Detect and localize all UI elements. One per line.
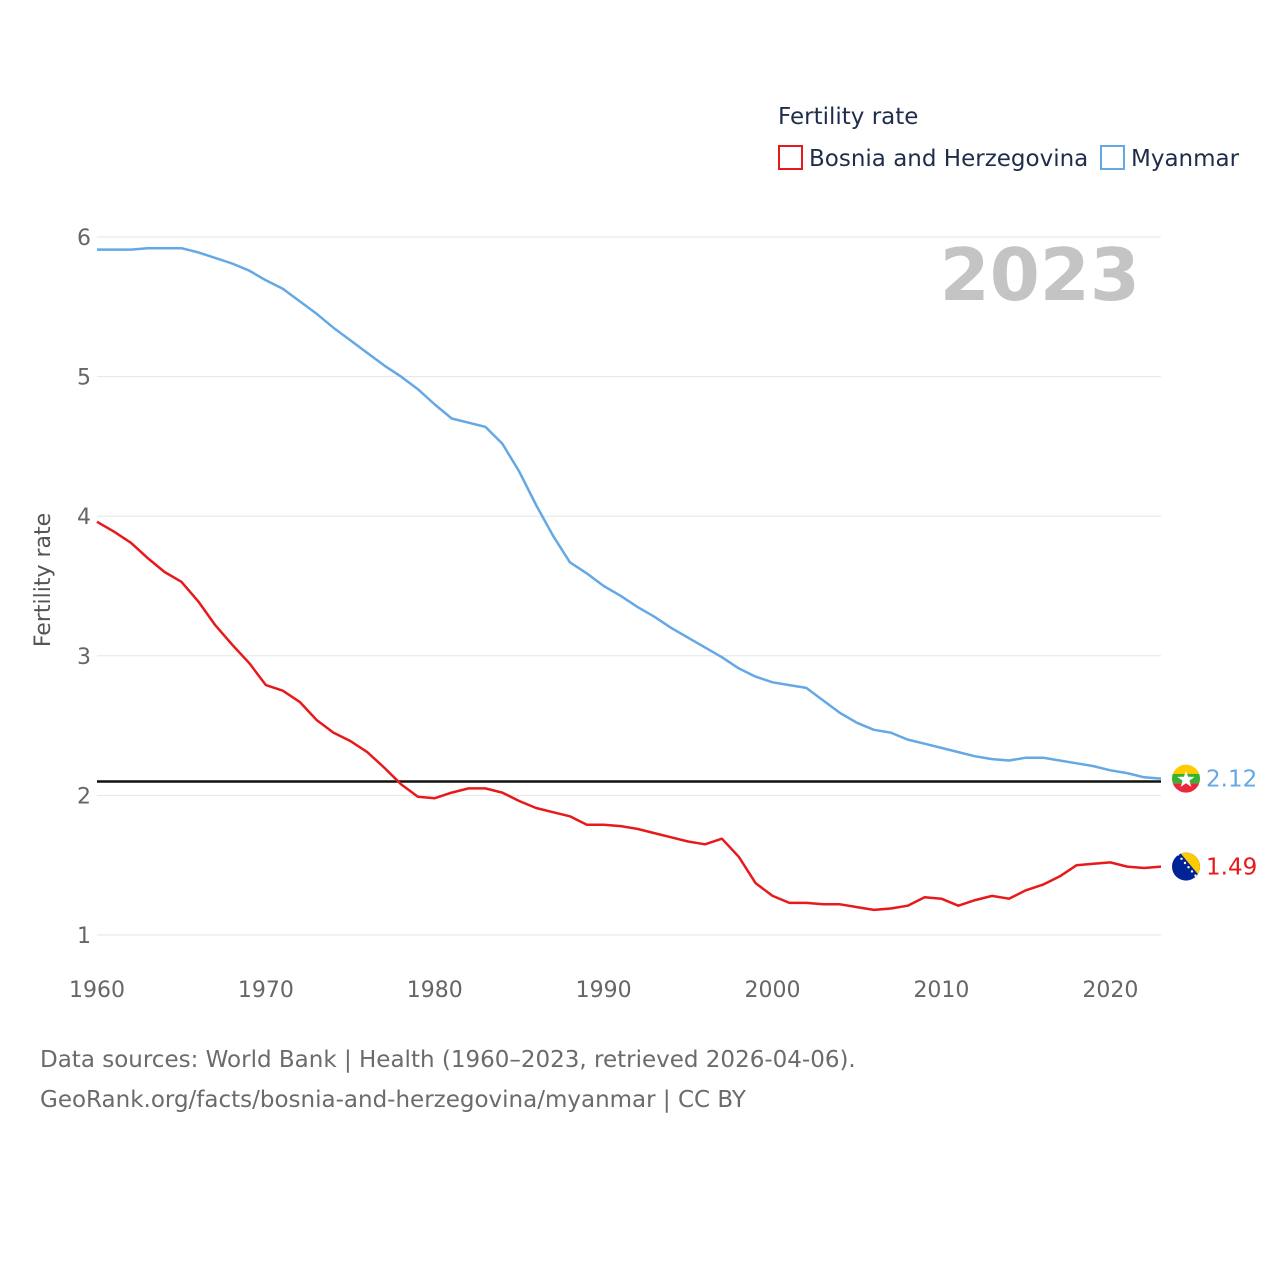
x-tick-label-1990: 1990 bbox=[576, 978, 632, 1003]
x-tick-label-2000: 2000 bbox=[745, 978, 801, 1003]
y-tick-label-3: 3 bbox=[77, 645, 91, 670]
year-badge: 2023 bbox=[940, 233, 1140, 317]
y-tick-label-5: 5 bbox=[77, 366, 91, 391]
flag-star-5 bbox=[1194, 874, 1197, 877]
x-tick-label-1970: 1970 bbox=[238, 978, 294, 1003]
y-tick-label-6: 6 bbox=[77, 226, 91, 251]
flag-star-3 bbox=[1187, 865, 1190, 869]
end-label-myanmar: 2.12 bbox=[1206, 767, 1257, 793]
legend-swatch-bosnia[interactable] bbox=[778, 145, 803, 170]
y-tick-label-1: 1 bbox=[77, 924, 91, 949]
x-tick-label-1960: 1960 bbox=[69, 978, 125, 1003]
y-axis: 1 2 3 4 5 6 bbox=[77, 226, 91, 949]
legend: Fertility rate Bosnia and Herzegovina My… bbox=[778, 104, 1240, 172]
y-axis-title: Fertility rate bbox=[31, 513, 56, 647]
gridlines bbox=[97, 236, 1161, 936]
x-tick-label-2010: 2010 bbox=[913, 978, 969, 1003]
end-markers: 1.49 2.12 bbox=[1172, 764, 1257, 881]
myanmar-flag-icon bbox=[1172, 764, 1200, 793]
series-lines bbox=[96, 246, 1162, 912]
x-axis: 1960 1970 1980 1990 2000 2010 2020 bbox=[69, 978, 1138, 1003]
legend-label-bosnia[interactable]: Bosnia and Herzegovina bbox=[809, 146, 1088, 172]
legend-title: Fertility rate bbox=[778, 104, 918, 130]
flag-band-yellow bbox=[1172, 764, 1200, 775]
flag-star-2 bbox=[1183, 861, 1187, 865]
end-label-bosnia: 1.49 bbox=[1206, 855, 1257, 881]
flag-star-4 bbox=[1190, 870, 1194, 873]
flag-body-bosnia bbox=[1172, 852, 1200, 881]
flag-star-0 bbox=[1176, 853, 1180, 856]
flag-star bbox=[1177, 770, 1195, 787]
bosnia-flag-icon bbox=[1172, 852, 1200, 881]
legend-label-myanmar[interactable]: Myanmar bbox=[1131, 146, 1240, 172]
y-tick-label-2: 2 bbox=[77, 784, 91, 809]
legend-swatch-myanmar[interactable] bbox=[1100, 145, 1125, 170]
x-tick-label-2020: 2020 bbox=[1082, 978, 1138, 1003]
source-link[interactable]: GeoRank.org/facts/bosnia-and-herzegovina… bbox=[40, 1087, 746, 1113]
flag-triangle-yellow bbox=[1180, 852, 1200, 877]
x-tick-label-1980: 1980 bbox=[407, 978, 463, 1003]
flag-star-1 bbox=[1180, 857, 1183, 860]
flag-body-myanmar bbox=[1172, 764, 1200, 793]
data-source-text: Data sources: World Bank | Health (1960–… bbox=[40, 1047, 856, 1073]
series-line-bosnia bbox=[96, 520, 1162, 912]
series-line-myanmar bbox=[97, 246, 1162, 780]
y-tick-label-4: 4 bbox=[77, 505, 91, 530]
footer: Data sources: World Bank | Health (1960–… bbox=[40, 1040, 856, 1120]
fertility-rate-chart: 1 2 3 4 5 6 1960 1970 1980 1990 2000 2010 2020 Fert… bbox=[31, 104, 1257, 1003]
flag-band-red bbox=[1172, 783, 1200, 793]
